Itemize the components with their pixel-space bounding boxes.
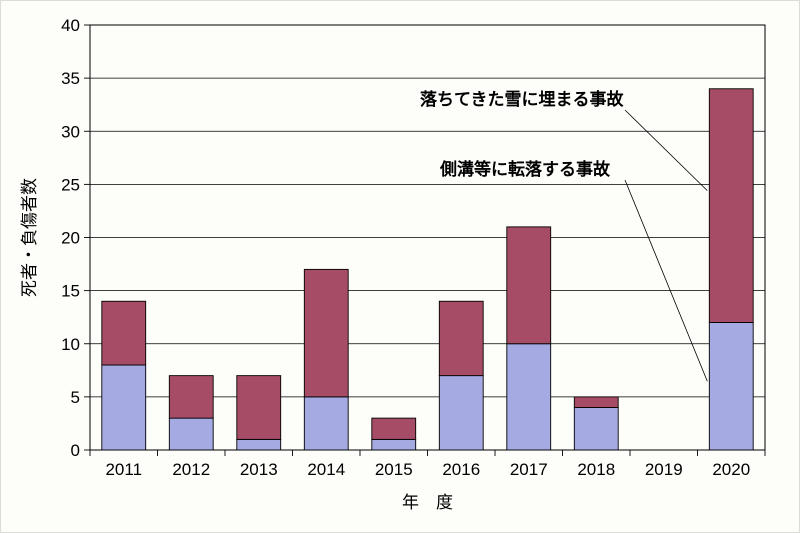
x-tick-label: 2013	[240, 460, 278, 479]
x-tick-label: 2018	[577, 460, 615, 479]
y-tick-label: 15	[61, 282, 80, 301]
y-tick-label: 10	[61, 335, 80, 354]
bar-snow_bury	[237, 376, 281, 440]
y-tick-label: 30	[61, 122, 80, 141]
bar-snow_bury	[439, 301, 483, 375]
x-tick-label: 2019	[645, 460, 683, 479]
bar-snow_bury	[574, 397, 618, 408]
x-tick-label: 2011	[105, 460, 142, 479]
x-tick-label: 2014	[307, 460, 345, 479]
legend-label-chute-fall: 側溝等に転落する事故	[439, 159, 611, 179]
y-tick-label: 0	[71, 441, 80, 460]
chart-background	[0, 0, 800, 533]
bar-snow_bury	[102, 301, 146, 365]
bar-chute_fall	[169, 418, 213, 450]
bar-chute_fall	[304, 397, 348, 450]
x-tick-label: 2020	[712, 460, 750, 479]
bar-snow_bury	[709, 89, 753, 323]
bar-chute_fall	[372, 439, 416, 450]
x-tick-label: 2017	[510, 460, 548, 479]
legend-label-snow-bury: 落ちてきた雪に埋まる事故	[420, 89, 624, 109]
bar-chute_fall	[709, 323, 753, 451]
bar-chute_fall	[102, 365, 146, 450]
y-tick-label: 35	[61, 69, 80, 88]
y-tick-label: 20	[61, 229, 80, 248]
y-axis-label: 死者・負傷者数	[20, 178, 39, 297]
x-tick-label: 2012	[172, 460, 210, 479]
bar-chute_fall	[507, 344, 551, 450]
bar-snow_bury	[304, 269, 348, 397]
y-tick-label: 40	[61, 16, 80, 35]
y-tick-label: 25	[61, 175, 80, 194]
x-tick-label: 2015	[375, 460, 413, 479]
bar-snow_bury	[507, 227, 551, 344]
chart-svg: 0 5 10 15 20 25 30 35 40 2011 2012 2013 2014 2015 2016…	[0, 0, 800, 533]
y-tick-label: 5	[71, 388, 80, 407]
x-axis-label: 年 度	[402, 493, 453, 512]
bar-chute_fall	[237, 439, 281, 450]
bar-chute_fall	[574, 408, 618, 451]
bar-snow_bury	[372, 418, 416, 439]
bar-chute_fall	[439, 376, 483, 450]
chart-wrapper: 0 5 10 15 20 25 30 35 40 2011 2012 2013 2014 2015 2016…	[0, 0, 800, 533]
bar-snow_bury	[169, 376, 213, 419]
x-tick-label: 2016	[442, 460, 480, 479]
